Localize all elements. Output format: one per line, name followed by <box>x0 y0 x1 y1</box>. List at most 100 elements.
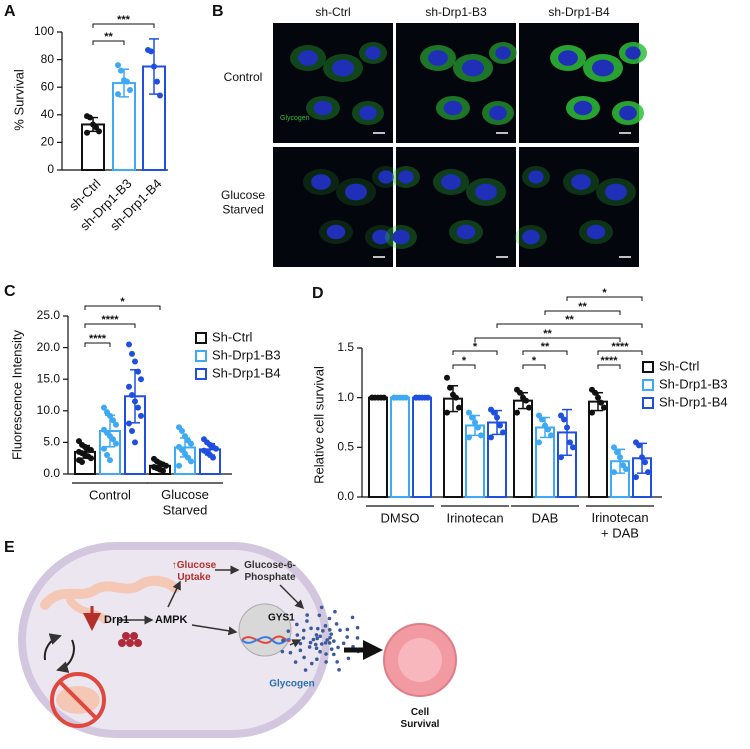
glycogen-dot <box>301 636 306 640</box>
significance-label: * <box>120 296 125 308</box>
glycogen-dot <box>336 645 340 650</box>
legend-swatch <box>642 361 654 373</box>
x-tick-label: Glucose Starved <box>161 487 209 518</box>
significance-bracket <box>597 350 643 355</box>
mitochondria <box>40 575 180 610</box>
significance-bracket <box>84 305 161 310</box>
legend-swatch <box>195 332 207 344</box>
significance-bracket <box>522 364 546 369</box>
nucleus <box>378 170 394 184</box>
error-bar <box>540 416 550 439</box>
data-point <box>526 404 532 411</box>
nucleus <box>573 100 593 116</box>
data-point <box>567 439 573 446</box>
significance-label: * <box>473 341 478 353</box>
y-axis-label: Fluorescence Intensity <box>9 329 24 460</box>
y-tick-label: 1.0 <box>337 390 354 404</box>
data-point <box>179 428 185 435</box>
error-bar <box>518 391 528 410</box>
y-tick-label: 100 <box>34 24 54 38</box>
glycogen-dot <box>298 641 303 646</box>
legend-label: Sh-Drp1-B3 <box>212 347 281 362</box>
data-point <box>570 444 576 451</box>
bar <box>390 396 410 498</box>
prohibit-icon <box>58 680 98 720</box>
legend-swatch <box>195 368 207 380</box>
glycogen-dot <box>295 622 299 627</box>
data-point <box>126 383 132 390</box>
glycogen-dot <box>327 641 332 645</box>
nucleus <box>605 183 627 201</box>
nucleus <box>495 46 511 60</box>
nucleus <box>428 50 448 66</box>
glycogen-dot <box>314 633 319 637</box>
stain-label: Glycogen <box>280 115 310 122</box>
micrograph <box>273 23 393 143</box>
panel-label: B <box>212 3 224 20</box>
data-point <box>623 466 629 473</box>
nucleus <box>475 183 497 201</box>
data-point <box>129 428 135 435</box>
bar <box>368 396 388 498</box>
y-tick-label: 0.5 <box>337 440 354 454</box>
uptake-label: ↑Glucose Uptake <box>172 560 217 583</box>
glycogen-dot <box>314 646 319 650</box>
y-tick-label: 60 <box>41 79 55 93</box>
column-label: sh-Ctrl <box>315 5 350 19</box>
error-bar <box>593 391 603 412</box>
nucleus <box>528 170 544 184</box>
error-bar <box>448 384 458 413</box>
data-point <box>645 469 651 476</box>
data-point <box>425 394 431 401</box>
data-point <box>391 394 397 401</box>
data-point <box>113 421 119 428</box>
significance-bracket <box>566 296 643 301</box>
significance-label: ** <box>565 314 574 326</box>
data-point <box>148 48 154 55</box>
legend-label: Sh-Ctrl <box>212 329 253 344</box>
legend-label: Sh-Drp1-B4 <box>212 365 281 380</box>
glycogen-dot <box>346 656 351 661</box>
glycogen-dot <box>303 668 308 672</box>
significance-label: ** <box>578 301 587 313</box>
glycogen-dot <box>321 629 325 633</box>
data-point <box>213 445 219 452</box>
glycogen-dot <box>355 625 360 630</box>
error-bar <box>470 414 480 437</box>
error-bar <box>105 414 115 448</box>
y-tick-label: 1.5 <box>337 340 354 354</box>
significance-bracket <box>84 342 111 347</box>
legend-label: Sh-Drp1-B4 <box>659 394 728 409</box>
data-point <box>453 394 459 401</box>
error-bar <box>119 68 129 98</box>
data-point <box>478 432 484 439</box>
data-point <box>115 91 121 98</box>
row-label: Control <box>224 70 263 84</box>
significance-bracket <box>92 40 125 45</box>
glycogen-dot <box>308 640 313 645</box>
glycogen-dot <box>323 624 328 628</box>
nucleus <box>365 46 381 60</box>
significance-bracket <box>544 310 621 315</box>
data-point <box>497 422 503 429</box>
data-point <box>115 62 121 69</box>
glycogen-dot <box>305 613 309 617</box>
data-point <box>110 417 116 424</box>
y-tick-label: 20 <box>41 135 55 149</box>
column-label: sh-Drp1-B3 <box>425 5 487 19</box>
significance-label: * <box>462 355 467 367</box>
row-label: Glucose Starved <box>221 188 265 216</box>
nucleus <box>313 100 333 116</box>
data-point <box>475 424 481 431</box>
nucleus <box>489 105 507 121</box>
glycogen-dot <box>324 652 328 656</box>
glycogen-dot <box>309 661 314 666</box>
glycogen-dot <box>293 660 298 664</box>
panel-label: A <box>4 3 16 20</box>
glycogen-network <box>280 605 360 672</box>
data-point <box>536 439 542 446</box>
glycogen-dot <box>329 647 334 651</box>
x-tick-label: DMSO <box>381 510 420 525</box>
micrograph <box>273 147 393 267</box>
